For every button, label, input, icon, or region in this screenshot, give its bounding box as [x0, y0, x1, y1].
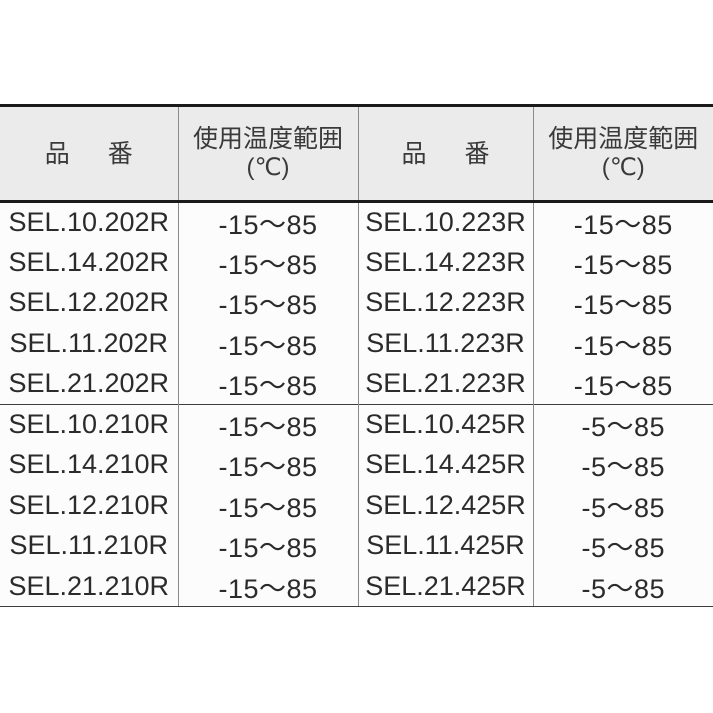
cell-part-no: SEL.14.202R [0, 242, 179, 283]
cell-temp-range: -5〜85 [532, 444, 713, 485]
table-header: 品 番 使用温度範囲 (℃) 品 番 使用温度範囲 (℃) [0, 104, 713, 203]
table-row: SEL.12.210R -15〜85 SEL.12.425R -5〜85 [0, 485, 713, 526]
product-temperature-table: 品 番 使用温度範囲 (℃) 品 番 使用温度範囲 (℃) [0, 104, 713, 607]
cell-part-no: SEL.12.202R [0, 282, 179, 323]
cell-temp-range: -5〜85 [532, 566, 713, 607]
column-header-temp-range-right-label: 使用温度範囲 [548, 125, 699, 154]
header-row: 品 番 使用温度範囲 (℃) 品 番 使用温度範囲 (℃) [0, 104, 713, 203]
cell-part-no: SEL.11.202R [0, 323, 179, 364]
cell-part-no: SEL.10.425R [357, 403, 534, 445]
cell-part-no: SEL.11.223R [357, 323, 534, 364]
cell-temp-range: -15〜85 [532, 363, 713, 404]
cell-temp-range: -15〜85 [177, 201, 359, 242]
cell-temp-range: -15〜85 [177, 403, 359, 445]
table-row: SEL.11.210R -15〜85 SEL.11.425R -5〜85 [0, 525, 713, 566]
column-header-temp-range-left-label: 使用温度範囲 [192, 125, 343, 154]
cell-temp-range: -15〜85 [177, 242, 359, 283]
table-row: SEL.21.202R -15〜85 SEL.21.223R -15〜85 [0, 363, 713, 404]
cell-part-no: SEL.10.223R [357, 201, 534, 242]
column-header-part-no-right-label: 品 番 [401, 139, 505, 168]
table-row: SEL.14.202R -15〜85 SEL.14.223R -15〜85 [0, 242, 713, 283]
cell-temp-range: -15〜85 [177, 323, 359, 364]
table-row: SEL.12.202R -15〜85 SEL.12.223R -15〜85 [0, 282, 713, 323]
column-header-temp-range-left: 使用温度範囲 (℃) [177, 104, 359, 203]
cell-temp-range: -5〜85 [532, 485, 713, 526]
cell-temp-range: -5〜85 [532, 525, 713, 566]
cell-temp-range: -15〜85 [177, 444, 359, 485]
cell-temp-range: -15〜85 [532, 201, 713, 242]
column-header-part-no-left-label: 品 番 [44, 139, 149, 168]
cell-part-no: SEL.11.210R [0, 525, 179, 566]
column-header-temp-range-left-unit: (℃) [246, 154, 290, 182]
column-header-temp-range-right: 使用温度範囲 (℃) [532, 104, 713, 203]
cell-temp-range: -15〜85 [532, 242, 713, 283]
column-header-temp-range-right-unit: (℃) [601, 154, 645, 182]
cell-part-no: SEL.14.223R [357, 242, 534, 283]
cell-temp-range: -5〜85 [532, 403, 713, 445]
table-row: SEL.10.210R -15〜85 SEL.10.425R -5〜85 [0, 403, 713, 445]
table-row: SEL.11.202R -15〜85 SEL.11.223R -15〜85 [0, 323, 713, 364]
cell-part-no: SEL.10.210R [0, 403, 179, 445]
cell-temp-range: -15〜85 [177, 525, 359, 566]
cell-temp-range: -15〜85 [177, 485, 359, 526]
cell-temp-range: -15〜85 [532, 282, 713, 323]
cell-part-no: SEL.11.425R [357, 525, 534, 566]
cell-part-no: SEL.21.210R [0, 566, 179, 607]
column-header-part-no-left: 品 番 [0, 104, 179, 203]
table-body: SEL.10.202R -15〜85 SEL.10.223R -15〜85 SE… [0, 201, 713, 607]
cell-part-no: SEL.14.210R [0, 444, 179, 485]
column-header-temp-range-left-stack: 使用温度範囲 (℃) [179, 125, 358, 181]
cell-temp-range: -15〜85 [532, 323, 713, 364]
column-header-part-no-right: 品 番 [357, 104, 534, 203]
table-row: SEL.21.210R -15〜85 SEL.21.425R -5〜85 [0, 566, 713, 607]
cell-part-no: SEL.12.425R [357, 485, 534, 526]
cell-part-no: SEL.21.223R [357, 363, 534, 404]
cell-part-no: SEL.10.202R [0, 201, 179, 242]
column-header-temp-range-right-stack: 使用温度範囲 (℃) [534, 125, 713, 181]
cell-part-no: SEL.21.425R [357, 566, 534, 607]
table-row: SEL.14.210R -15〜85 SEL.14.425R -5〜85 [0, 444, 713, 485]
table-row: SEL.10.202R -15〜85 SEL.10.223R -15〜85 [0, 201, 713, 242]
cell-part-no: SEL.12.210R [0, 485, 179, 526]
cell-temp-range: -15〜85 [177, 282, 359, 323]
cell-part-no: SEL.12.223R [357, 282, 534, 323]
cell-temp-range: -15〜85 [177, 363, 359, 404]
cell-temp-range: -15〜85 [177, 566, 359, 607]
cell-part-no: SEL.14.425R [357, 444, 534, 485]
cell-part-no: SEL.21.202R [0, 363, 179, 404]
